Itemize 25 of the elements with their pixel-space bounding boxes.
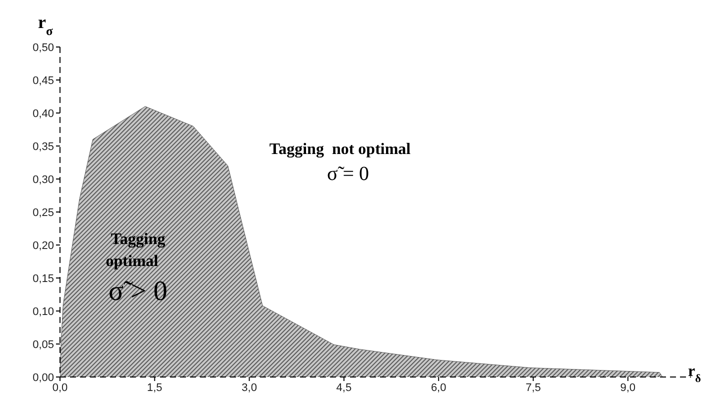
y-tick-label: 0,20 bbox=[32, 240, 54, 252]
y-tick-label: 0,40 bbox=[32, 108, 54, 120]
x-axis-title: r$_{δ}$ bbox=[688, 363, 702, 385]
x-tick-label: 1,5 bbox=[147, 382, 162, 394]
y-tick-label: 0,15 bbox=[32, 272, 54, 285]
y-tick-label: 0,30 bbox=[32, 174, 54, 186]
annotation: σ̃ > 0 bbox=[108, 276, 168, 307]
x-tick-label: 6,0 bbox=[430, 382, 446, 394]
y-tick-label: 0,35 bbox=[32, 140, 54, 153]
y-tick-label: 0,00 bbox=[32, 372, 54, 384]
y-tick-label: 0,45 bbox=[32, 74, 54, 87]
y-axis-title: r$_{σ}$ bbox=[38, 12, 53, 38]
y-tick-label: 0,50 bbox=[32, 42, 54, 54]
x-tick-label: 3,0 bbox=[242, 382, 257, 394]
annotation: Tagging not optimal bbox=[269, 141, 412, 158]
x-tick-label: 7,5 bbox=[526, 382, 541, 394]
annotation: optimal bbox=[106, 253, 159, 270]
y-tick-label: 0,25 bbox=[32, 206, 54, 219]
y-tick-label: 0,05 bbox=[32, 338, 54, 351]
annotation: σ̃ = 0 bbox=[326, 163, 370, 185]
x-tick-label: 4,5 bbox=[336, 382, 352, 394]
y-tick-label: 0,10 bbox=[32, 306, 54, 318]
x-tick-label: 9,0 bbox=[620, 382, 636, 394]
x-tick-label: 0,0 bbox=[52, 382, 68, 394]
annotation: Tagging bbox=[110, 231, 166, 248]
